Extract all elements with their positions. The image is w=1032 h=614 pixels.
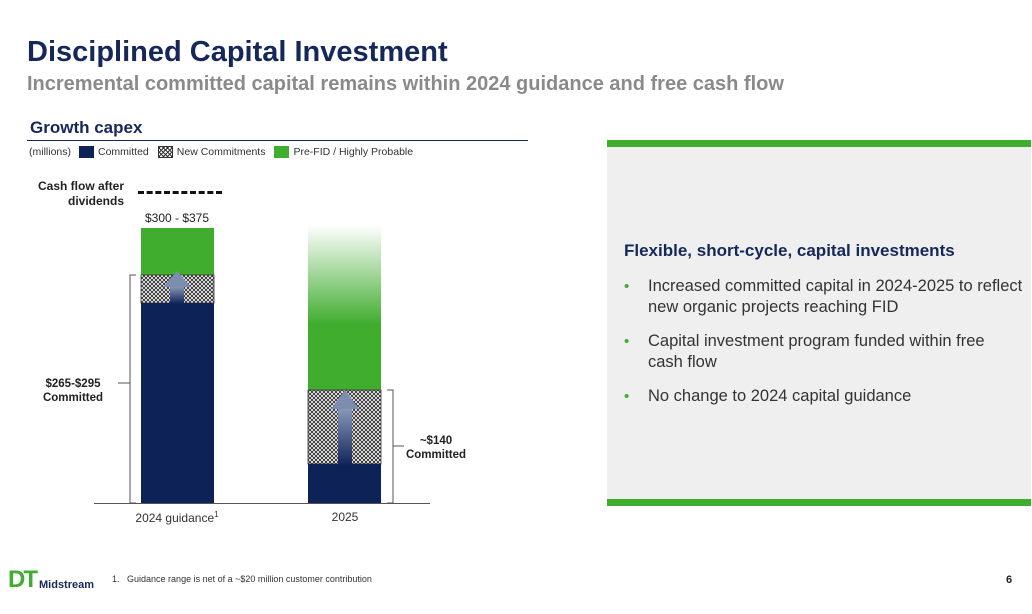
list-item: • Capital investment program funded withi… — [624, 331, 1024, 373]
bullet-text: Capital investment program funded within… — [648, 332, 985, 371]
cash-flow-label: Cash flow after dividends — [37, 179, 124, 208]
page-title: Disciplined Capital Investment — [27, 36, 448, 68]
arrow-2025-head — [331, 390, 359, 409]
summary-panel — [607, 140, 1031, 506]
section-divider — [27, 140, 528, 141]
bullet-dot-icon: • — [624, 333, 630, 350]
bracket-2025 — [387, 389, 394, 504]
list-item: • Increased committed capital in 2024-202… — [624, 276, 1024, 318]
chart-baseline — [94, 503, 430, 504]
bar-2025-committed — [308, 464, 381, 503]
x-label-2025: 2025 — [331, 510, 359, 524]
arrow-2024-head — [163, 271, 191, 287]
page-number: 6 — [1006, 574, 1013, 586]
committed-2024-value: $265-$295 — [45, 378, 101, 390]
footnote-text: Guidance range is net of a ~$20 million … — [127, 574, 372, 584]
chart-legend: (millions) Committed New Commitments Pre… — [29, 146, 413, 158]
bullet-dot-icon: • — [624, 388, 630, 405]
committed-2024-word: Committed — [42, 392, 104, 404]
panel-heading: Flexible, short-cycle, capital investmen… — [624, 241, 955, 260]
legend-label-new-commitments: New Commitments — [176, 146, 266, 158]
section-heading: Growth capex — [30, 118, 143, 137]
committed-2025-word: Committed — [405, 449, 467, 461]
bar-2024-committed — [141, 303, 214, 503]
panel-bullet-list: • Increased committed capital in 2024-202… — [624, 276, 1024, 420]
x-label-2024-text: 2024 guidance — [135, 511, 215, 525]
x-label-2024: 2024 guidance1 — [118, 510, 236, 525]
arrow-2025-shaft — [338, 408, 352, 466]
footnote-marker: 1. — [112, 574, 120, 584]
x-label-2024-superscript: 1 — [214, 510, 219, 519]
bullet-text: No change to 2024 capital guidance — [648, 387, 912, 405]
arrow-2024-shaft — [170, 286, 184, 304]
logo-letters: DT — [8, 566, 38, 593]
list-item: • No change to 2024 capital guidance — [624, 386, 1024, 407]
bracket-2024 — [129, 274, 136, 504]
legend-label-committed: Committed — [98, 146, 149, 158]
legend-units: (millions) — [29, 146, 71, 158]
bar-2025-pre-fid — [308, 225, 381, 390]
logo-word: Midstream — [39, 579, 95, 591]
footnote: 1. Guidance range is net of a ~$20 milli… — [112, 574, 372, 584]
legend-swatch-committed — [79, 146, 94, 158]
committed-2025-value: ~$140 — [419, 435, 453, 447]
cash-flow-dashed-line — [138, 191, 222, 194]
dt-midstream-logo: DT Midstream — [8, 568, 94, 592]
bar-2024-pre-fid — [141, 228, 214, 275]
legend-swatch-new-commitments — [157, 146, 173, 158]
legend-swatch-pre-fid — [274, 146, 290, 158]
range-label-2024: $300 - $375 — [144, 211, 210, 225]
page-subtitle: Incremental committed capital remains wi… — [27, 73, 784, 95]
committed-2025-annotation: ~$140 Committed — [400, 434, 472, 462]
legend-label-pre-fid: Pre-FID / Highly Probable — [293, 146, 414, 158]
bullet-dot-icon: • — [624, 278, 630, 295]
bullet-text: Increased committed capital in 2024-2025… — [648, 277, 1023, 316]
committed-2024-annotation: $265-$295 Committed — [30, 377, 116, 405]
